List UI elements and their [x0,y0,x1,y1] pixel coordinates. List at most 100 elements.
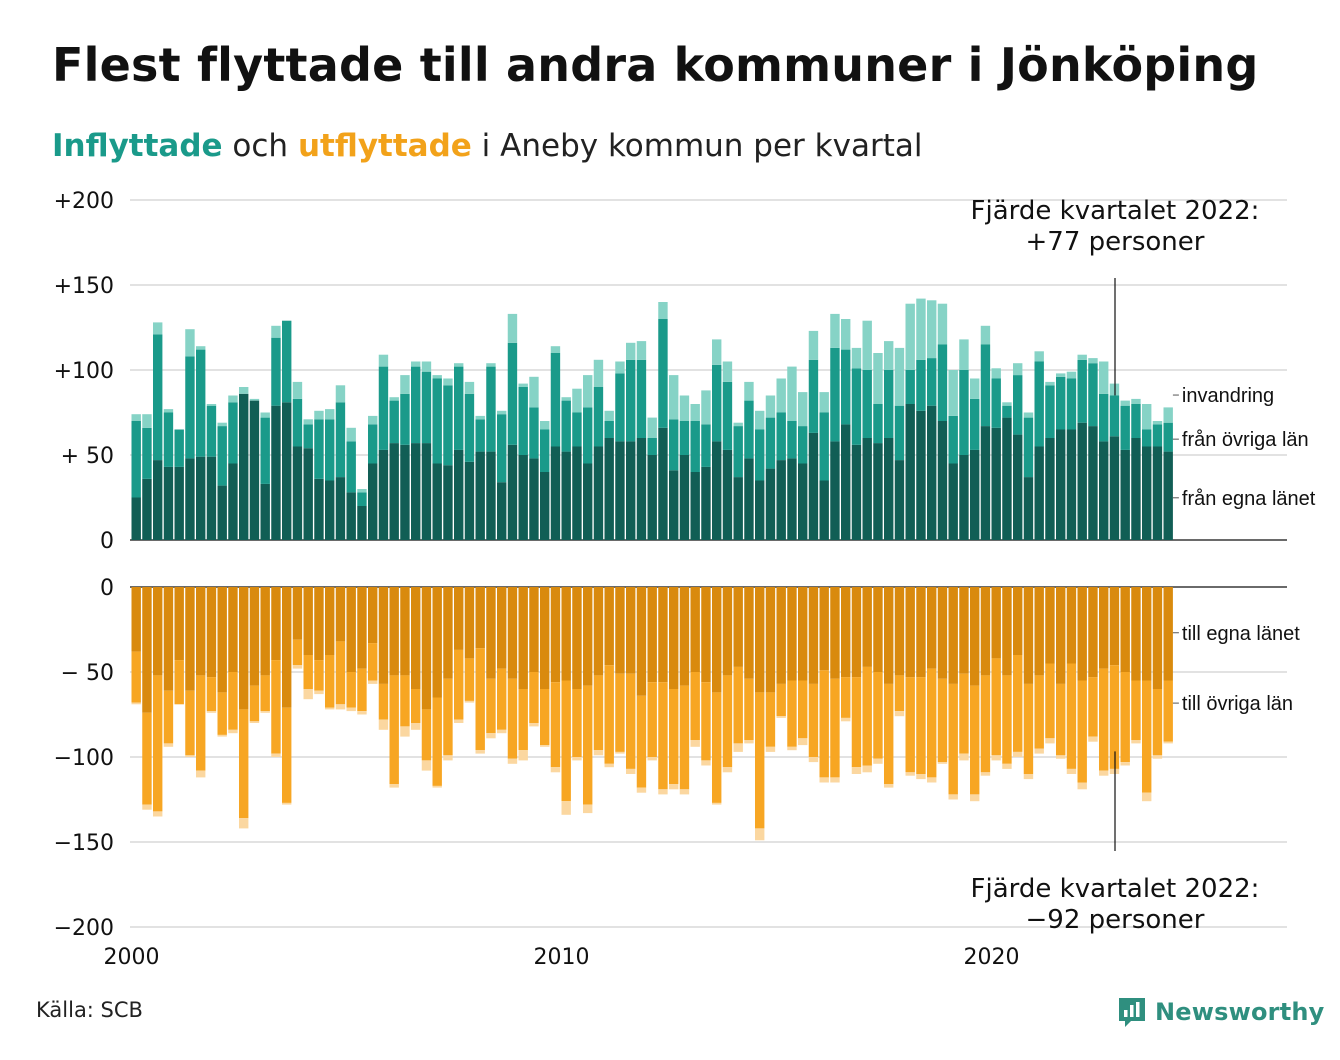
outflow-bar-segment [1013,587,1023,655]
inflow-bar-segment [540,429,550,472]
inflow-bar-segment [787,366,797,421]
inflow-bar-segment [411,361,421,367]
outflow-bar-segment [916,587,926,678]
outflow-bar-segment [948,794,958,800]
inflow-bar-segment [658,319,668,428]
outflow-bar-segment [1163,680,1173,742]
top-annotation-text: +77 personer [1026,227,1205,257]
outflow-bar-segment [550,767,561,773]
inflow-bar-segment [1109,395,1120,437]
outflow-bar-segment [540,587,550,689]
outflow-bar-segment [228,729,238,734]
inflow-bar-segment [174,429,184,467]
outflow-bar-segment [970,587,980,686]
inflow-bar-segment [690,421,700,472]
inflow-bar-segment [830,441,840,540]
outflow-bar-segment [217,587,227,693]
outflow-bar-segment [131,651,141,703]
outflow-bar-segment [669,689,679,785]
inflow-bar-segment [507,313,518,343]
inflow-bar-segment [927,358,937,406]
inflow-bar-segment [1045,438,1055,540]
inflow-bar-segment [851,368,862,445]
inflow-bar-segment [776,378,786,413]
outflow-bar-segment [529,723,539,727]
outflow-bar-segment [518,750,528,761]
inflow-bar-segment [464,393,475,462]
outflow-bar-segment [421,709,432,761]
outflow-bar-segment [378,719,389,730]
inflow-bar-segment [153,334,163,461]
inflow-bar-segment [862,370,872,438]
outflow-bar-segment [798,680,808,739]
outflow-bar-segment [647,757,657,761]
inflow-bar-segment [894,460,905,540]
inflow-bar-segment [497,410,507,415]
inflow-bar-segment [1099,393,1109,442]
outflow-bar-segment [884,587,894,684]
outflow-bar-segment [873,758,883,764]
inflow-bar-segment [1099,441,1109,540]
outflow-bar-segment [282,802,292,805]
outflow-bar-segment [884,784,894,788]
inflow-bar-segment [722,381,733,450]
inflow-bar-segment [679,395,690,421]
outflow-bar-segment [400,587,410,676]
inflow-bar-segment [1077,354,1087,360]
outflow-bar-segment [486,733,496,739]
inflow-bar-segment [497,414,507,483]
inflow-bar-segment [744,458,754,540]
inflow-bar-segment [841,319,851,350]
inflow-bar-segment [1013,375,1023,435]
outflow-bar-segment [765,692,776,747]
outflow-bar-segment [518,689,528,751]
inflow-bar-segment [411,366,421,444]
inflow-bar-segment [1152,424,1163,447]
outflow-bar-segment [185,755,195,757]
inflow-bar-segment [884,438,894,540]
inflow-bar-segment [851,347,862,369]
newsworthy-logo-icon [1119,998,1145,1027]
inflow-bar-segment [701,424,711,467]
inflow-bar-segment [733,426,743,478]
outflow-bar-segment [421,760,432,771]
newsworthy-logo[interactable]: Newsworthy [1117,994,1325,1030]
inflow-bar-segment [980,426,991,540]
outflow-bar-segment [271,753,281,757]
outflow-bar-segment [841,587,851,678]
outflow-bar-segment [507,758,518,764]
inflow-bar-segment [368,463,378,540]
outflow-bar-segment [1056,755,1066,759]
outflow-bar-segment [1066,768,1077,774]
outflow-bar-segment [228,672,238,730]
top-y-tick-label: + 50 [61,444,114,469]
outflow-bar-segment [282,707,292,803]
outflow-bar-segment [583,587,593,686]
inflow-bar-segment [1163,407,1173,423]
outflow-bar-segment [1131,740,1141,744]
inflow-bar-segment [583,375,593,408]
inflow-bar-segment [690,404,700,421]
outflow-bar-segment [593,675,604,751]
outflow-bar-segment [529,672,539,723]
outflow-bar-segment [142,804,152,810]
inflow-bar-segment [550,346,561,353]
inflow-bar-segment [1077,422,1087,540]
inflow-bar-segment [615,441,625,540]
outflow-bar-segment [970,794,980,802]
outflow-bar-segment [615,587,625,674]
inflow-bar-segment [615,361,625,374]
outflow-bar-segment [163,743,174,747]
outflow-bar-segment [346,587,356,672]
outflow-bar-segment [314,690,324,695]
outflow-bar-segment [249,721,260,723]
inflow-bar-segment [765,468,776,540]
inflow-bar-segment [1077,359,1087,423]
inflow-bar-segment [378,449,389,540]
inflow-bar-segment [529,458,539,540]
inflow-bar-segment [1142,429,1152,447]
outflow-bar-segment [980,675,991,773]
outflow-bar-segment [561,587,571,681]
inflow-bar-segment [1034,446,1044,540]
outflow-bar-segment [894,675,905,712]
